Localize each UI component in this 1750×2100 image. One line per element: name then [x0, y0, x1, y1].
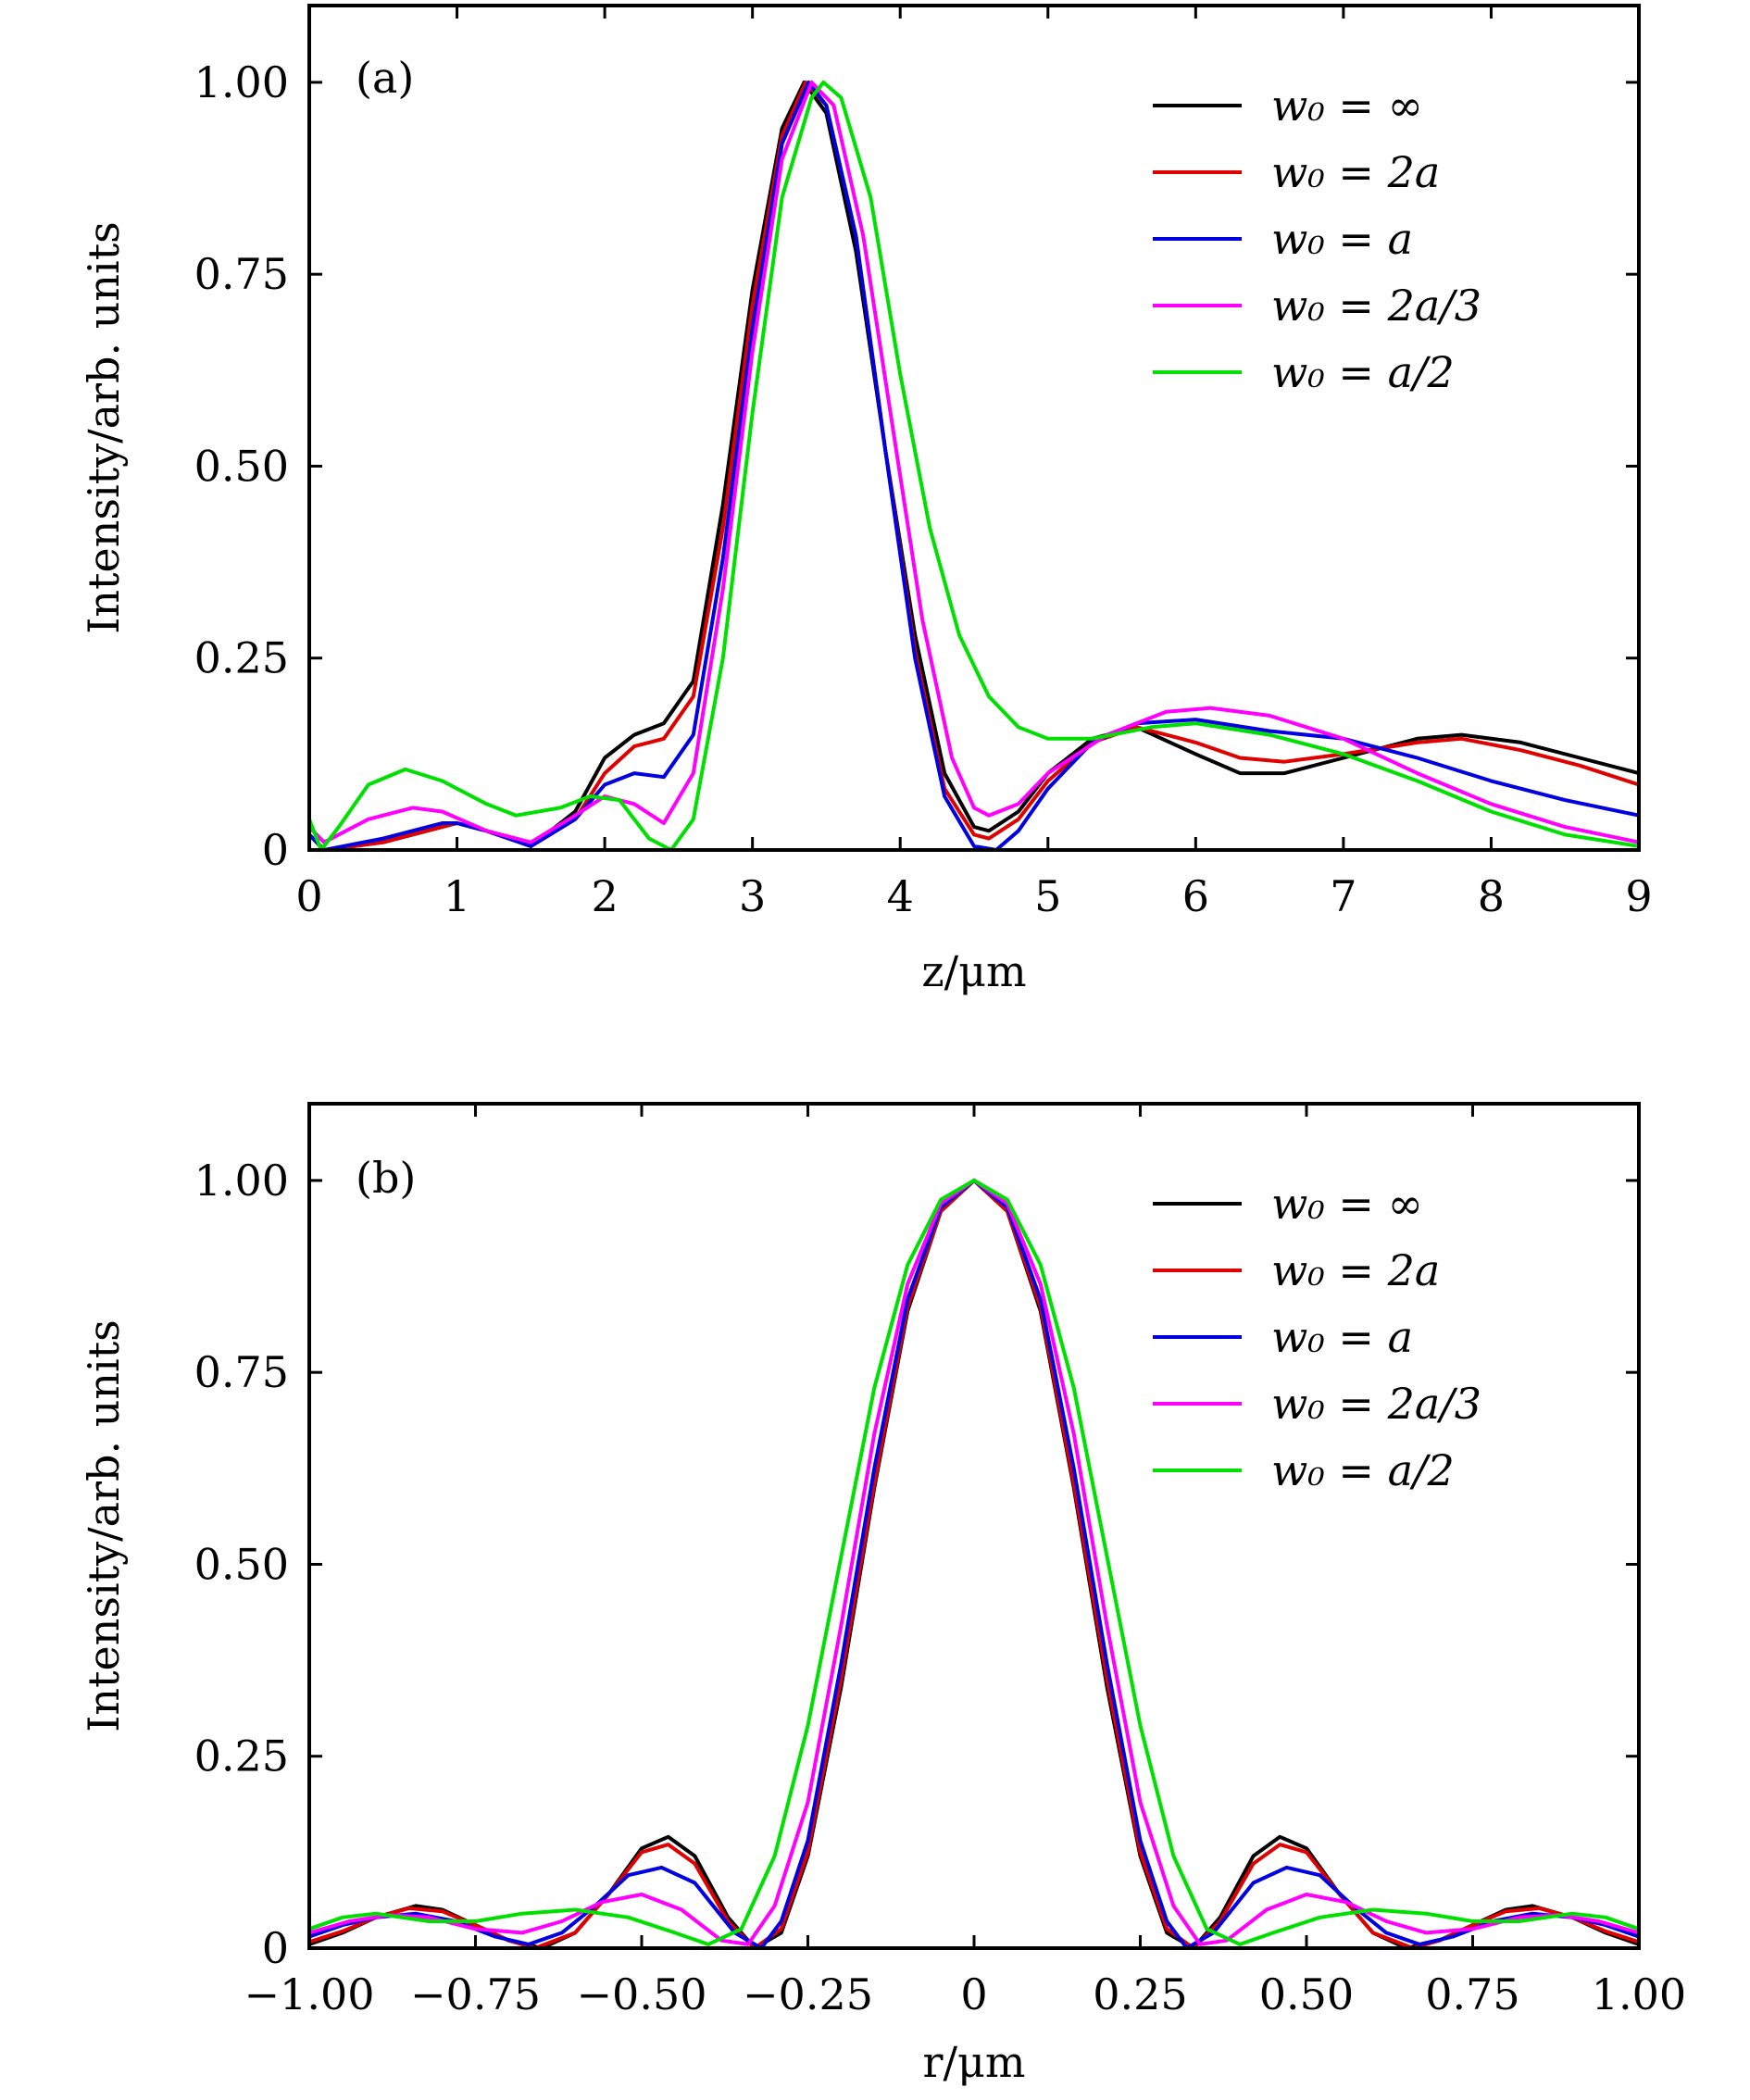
x-tick-label: 5	[1034, 871, 1061, 921]
x-axis-title: z/μm	[921, 946, 1026, 996]
legend-label: w₀ = 2a	[1271, 147, 1440, 197]
legend-label: w₀ = ∞	[1271, 81, 1423, 131]
x-tick-label: 3	[739, 871, 766, 921]
x-tick-label: 1	[444, 871, 470, 921]
x-tick-label: −0.75	[410, 1969, 541, 2019]
series-line-4	[309, 1178, 1639, 1946]
y-tick-label: 1.00	[194, 1156, 289, 1206]
x-tick-label: 0	[960, 1969, 987, 2019]
y-tick-label: 0.50	[194, 1539, 289, 1589]
y-tick-label: 1.00	[194, 57, 289, 107]
series-line-4	[309, 80, 1639, 850]
series-line-3	[309, 80, 1639, 844]
series-lines	[309, 80, 1639, 850]
y-tick-label: 0.75	[194, 1347, 289, 1397]
legend-label: w₀ = 2a/3	[1271, 281, 1481, 331]
legend: w₀ = ∞ w₀ = 2a w₀ = a w₀ = 2a/3 w₀ = a/2	[1153, 1179, 1481, 1495]
y-tick-label: 0.25	[194, 1731, 289, 1781]
legend-label: w₀ = 2a/3	[1271, 1379, 1481, 1429]
x-tick-label: 1.00	[1592, 1969, 1686, 2019]
x-tick-label: 0.25	[1093, 1969, 1187, 2019]
x-tick-label: 7	[1330, 871, 1356, 921]
x-tick-label: −1.00	[244, 1969, 375, 2019]
plot-frame	[307, 4, 1641, 852]
legend-label: w₀ = a	[1271, 1312, 1413, 1362]
y-axis-title: Intensity/arb. units	[79, 1319, 129, 1732]
legend-label: w₀ = 2a	[1271, 1245, 1440, 1295]
x-tick-label: 9	[1625, 871, 1652, 921]
x-tick-label: −0.25	[743, 1969, 873, 2019]
y-tick-label: 0.75	[194, 249, 289, 299]
legend-label: w₀ = a/2	[1271, 347, 1455, 397]
panel-b: −1.00 −0.75 −0.50 −0.25 0 0.25 0.50 0.75 1.00 0 0.…	[79, 1102, 1686, 2087]
panel-label: (b)	[356, 1153, 416, 1203]
y-tick-label: 0	[262, 825, 289, 875]
panel-label: (a)	[356, 53, 414, 103]
x-tick-label: 4	[887, 871, 914, 921]
panel-a: 0 1 2 3 4 5 6 7 8 9 0 0.25 0.50 0.75 1.00 z/μm Intensity…	[79, 4, 1653, 996]
y-tick-label: 0.25	[194, 633, 289, 683]
legend-label: w₀ = a	[1271, 214, 1413, 264]
legend: w₀ = ∞ w₀ = 2a w₀ = a w₀ = 2a/3 w₀ = a/2	[1153, 81, 1481, 397]
x-tick-label: −0.50	[577, 1969, 707, 2019]
y-tick-label: 0.50	[194, 441, 289, 491]
legend-label: w₀ = ∞	[1271, 1179, 1423, 1229]
x-axis-title: r/μm	[922, 2037, 1025, 2087]
x-tick-label: 2	[591, 871, 618, 921]
series-line-2	[309, 80, 1639, 850]
series-lines	[309, 1178, 1639, 1948]
y-axis-title: Intensity/arb. units	[79, 221, 129, 634]
y-tick-label: 0	[262, 1923, 289, 1973]
x-tick-label: 0.50	[1259, 1969, 1354, 2019]
x-tick-label: 6	[1182, 871, 1209, 921]
x-tick-label: 0.75	[1425, 1969, 1519, 2019]
x-tick-label: 8	[1478, 871, 1505, 921]
x-tick-label: 0	[295, 871, 322, 921]
legend-label: w₀ = a/2	[1271, 1445, 1455, 1495]
